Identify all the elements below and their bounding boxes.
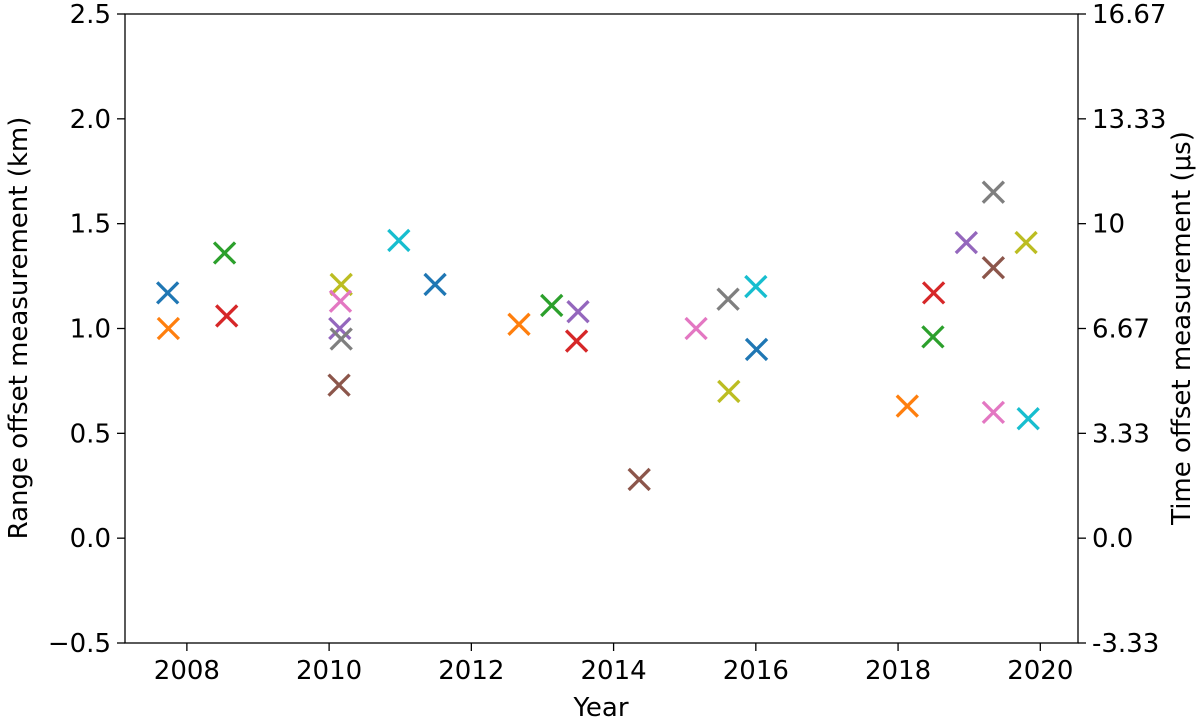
y-tick-label-right: 13.33 xyxy=(1092,105,1166,135)
y-tick-label-right: 16.67 xyxy=(1092,0,1166,30)
data-point-marker xyxy=(329,327,353,351)
marker-stroke xyxy=(981,180,1006,204)
data-point-marker xyxy=(1014,230,1038,255)
marker-stroke xyxy=(684,316,708,341)
marker-stroke xyxy=(329,327,353,351)
y-axis-label-left: Range offset measurement (km) xyxy=(4,116,34,540)
marker-stroke xyxy=(954,230,979,255)
data-point-marker xyxy=(981,180,1006,204)
data-point-marker xyxy=(981,256,1006,280)
marker-stroke xyxy=(328,289,353,313)
data-point-marker xyxy=(684,316,708,341)
data-point-marker xyxy=(564,329,589,353)
y-tick-label-left: 0.5 xyxy=(70,419,111,449)
data-point-marker xyxy=(716,287,740,311)
data-point-marker xyxy=(328,289,353,313)
y-tick-label-right: 10 xyxy=(1092,210,1125,240)
data-point-marker xyxy=(212,241,237,265)
marker-stroke xyxy=(566,300,590,324)
marker-stroke xyxy=(507,312,531,336)
y-tick-label-left: 2.0 xyxy=(70,105,111,135)
y-tick-label-left: 2.5 xyxy=(70,0,111,30)
x-tick-label: 2012 xyxy=(438,656,504,686)
data-point-marker xyxy=(744,337,769,362)
marker-stroke xyxy=(744,337,769,362)
x-tick-label: 2016 xyxy=(723,656,789,686)
y-tick-label-left: 0.0 xyxy=(70,524,111,554)
data-point-marker xyxy=(156,316,181,341)
data-point-marker xyxy=(423,272,447,297)
y-tick-label-left: 1.0 xyxy=(70,315,111,345)
data-point-marker xyxy=(507,312,531,336)
marker-stroke xyxy=(1016,406,1040,431)
marker-stroke xyxy=(744,274,768,299)
data-point-marker xyxy=(156,281,180,305)
data-point-marker xyxy=(954,230,979,255)
data-point-marker xyxy=(744,274,768,299)
x-tick-label: 2020 xyxy=(1007,656,1073,686)
y-tick-label-right: 0.0 xyxy=(1092,524,1133,554)
data-point-marker xyxy=(627,467,651,492)
marker-stroke xyxy=(627,467,651,492)
data-point-marker xyxy=(921,325,945,349)
marker-stroke xyxy=(423,272,447,297)
marker-stroke xyxy=(895,394,919,418)
x-tick-label: 2014 xyxy=(581,656,647,686)
y-tick-label-right: 3.33 xyxy=(1092,419,1150,449)
y-tick-label-right: -3.33 xyxy=(1092,629,1159,659)
marker-stroke xyxy=(329,272,353,297)
x-tick-label: 2010 xyxy=(296,656,362,686)
marker-stroke xyxy=(921,281,946,305)
marker-stroke xyxy=(717,379,741,404)
marker-stroke xyxy=(156,316,181,341)
marker-stroke xyxy=(156,281,180,305)
marker-stroke xyxy=(1014,230,1038,255)
data-point-marker xyxy=(717,379,741,404)
x-tick-label: 2018 xyxy=(865,656,931,686)
data-point-marker xyxy=(981,400,1006,425)
data-point-marker xyxy=(1016,406,1040,431)
y-tick-label-left: 1.5 xyxy=(70,210,111,240)
marker-stroke xyxy=(328,316,352,341)
data-point-marker xyxy=(540,293,564,318)
marker-stroke xyxy=(212,241,237,265)
data-point-marker xyxy=(327,373,351,397)
plot-border xyxy=(124,13,1079,644)
x-axis-label: Year xyxy=(573,693,629,723)
marker-stroke xyxy=(981,256,1006,280)
data-point-marker xyxy=(215,304,239,328)
marker-stroke xyxy=(540,293,564,318)
x-tick-label: 2008 xyxy=(154,656,220,686)
data-point-marker xyxy=(921,281,946,305)
marker-stroke xyxy=(215,304,239,328)
data-point-marker xyxy=(895,394,919,418)
marker-stroke xyxy=(716,287,740,311)
y-tick-label-left: −0.5 xyxy=(48,629,111,659)
marker-stroke xyxy=(327,373,351,397)
marker-stroke xyxy=(564,329,589,353)
marker-stroke xyxy=(921,325,945,349)
y-tick-label-right: 6.67 xyxy=(1092,315,1150,345)
data-point-marker xyxy=(566,300,590,324)
marker-stroke xyxy=(387,228,411,253)
marker-stroke xyxy=(981,400,1006,425)
y-axis-label-right: Time offset measurement (μs) xyxy=(1167,131,1197,525)
data-point-marker xyxy=(387,228,411,253)
